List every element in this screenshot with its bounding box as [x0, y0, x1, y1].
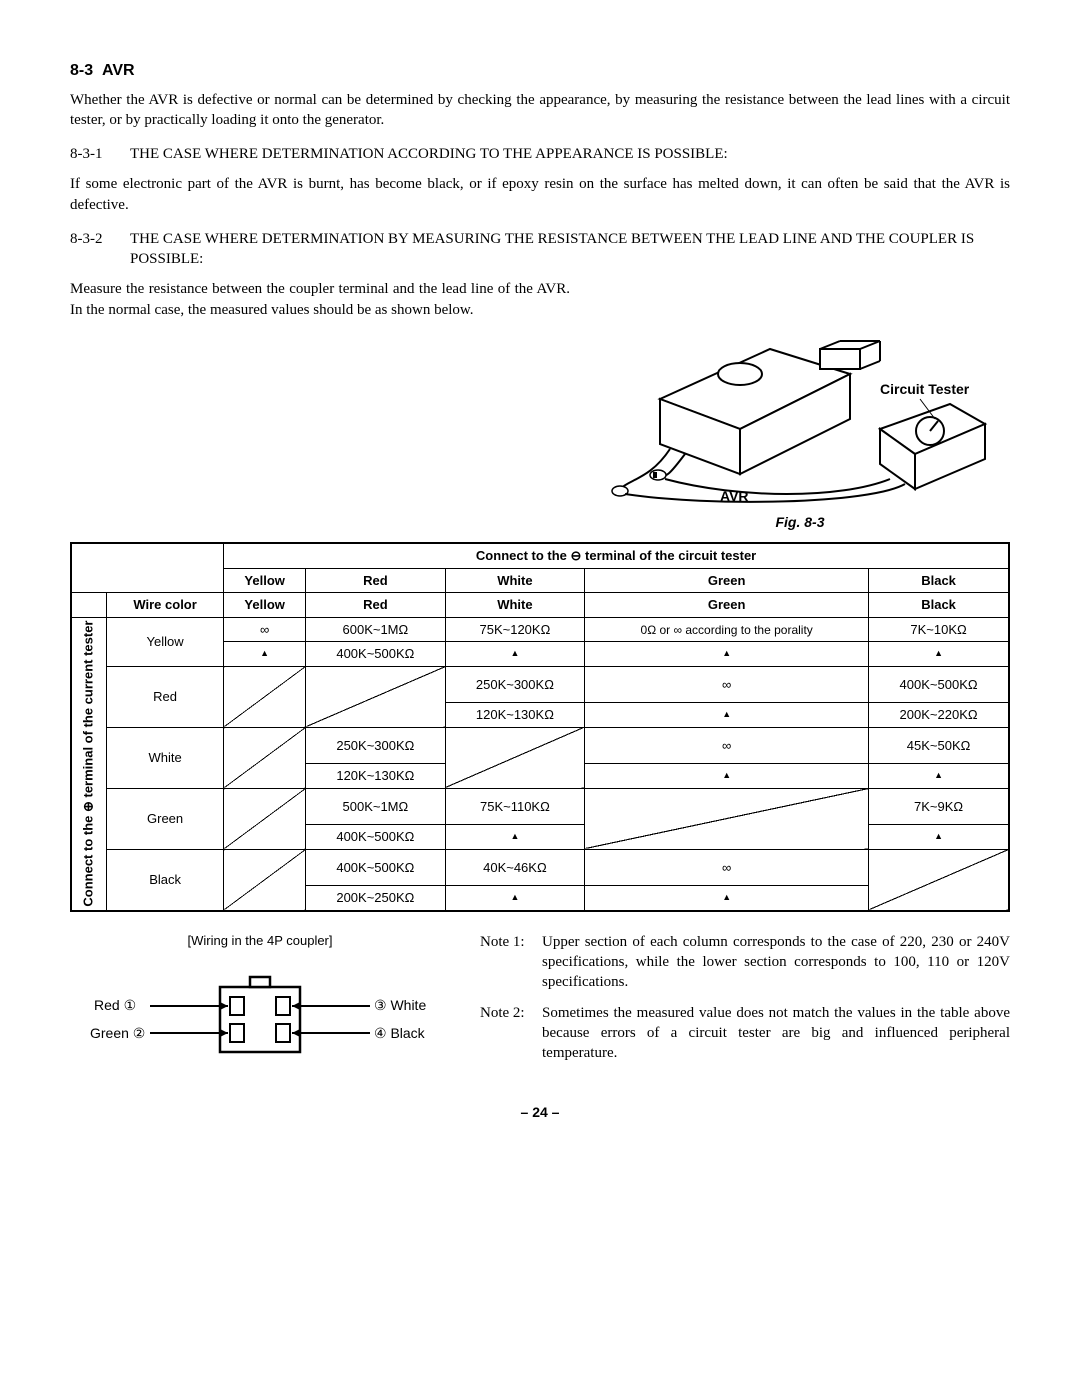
- sub2-body: Measure the resistance between the coupl…: [70, 279, 570, 320]
- note1-body: Upper section of each column corresponds…: [542, 932, 1010, 993]
- row-green: Green: [107, 788, 224, 849]
- pin4-label: ④ Black: [374, 1025, 426, 1041]
- row-black: Black: [107, 849, 224, 911]
- section-number: 8-3: [70, 62, 93, 79]
- avr-circuit-illustration: AVR Circuit Tester: [590, 279, 990, 509]
- sub1-number: 8-3-1: [70, 144, 130, 164]
- row-white: White: [107, 727, 224, 788]
- wire-color-header: Wire color: [107, 593, 224, 618]
- col-white: White: [445, 568, 585, 593]
- row-yellow: Yellow: [107, 617, 224, 666]
- sub1-body: If some electronic part of the AVR is bu…: [70, 174, 1010, 215]
- section-intro: Whether the AVR is defective or normal c…: [70, 90, 1010, 131]
- col-black: Black: [869, 568, 1009, 593]
- page-number: – 24 –: [70, 1103, 1010, 1122]
- note2-label: Note 2:: [480, 1003, 542, 1064]
- row-red: Red: [107, 666, 224, 727]
- tester-label: Circuit Tester: [880, 381, 970, 397]
- pin1-label: Red ①: [94, 997, 136, 1013]
- pin2-label: Green ②: [90, 1025, 145, 1041]
- wiring-title: [Wiring in the 4P coupler]: [70, 932, 450, 950]
- pin3-label: ③ White: [374, 997, 426, 1013]
- coupler-diagram: Red ① Green ② ③ White ④ Black: [90, 962, 430, 1072]
- table-side-header: Connect to the ⊕ terminal of the current…: [71, 617, 107, 911]
- figure-caption: Fig. 8-3: [590, 513, 1010, 532]
- avr-label: AVR: [720, 488, 749, 504]
- note2-body: Sometimes the measured value does not ma…: [542, 1003, 1010, 1064]
- col-green: Green: [585, 568, 869, 593]
- table-top-header: Connect to the ⊖ terminal of the circuit…: [224, 543, 1009, 568]
- col-yellow: Yellow: [224, 568, 306, 593]
- note1-label: Note 1:: [480, 932, 542, 993]
- resistance-table: Connect to the ⊖ terminal of the circuit…: [70, 542, 1010, 912]
- sub2-number: 8-3-2: [70, 229, 130, 270]
- sub2-title: THE CASE WHERE DETERMINATION BY MEASURIN…: [130, 229, 1010, 270]
- col-red: Red: [306, 568, 446, 593]
- sub1-title: THE CASE WHERE DETERMINATION ACCORDING T…: [130, 144, 1010, 164]
- section-title: AVR: [102, 62, 135, 79]
